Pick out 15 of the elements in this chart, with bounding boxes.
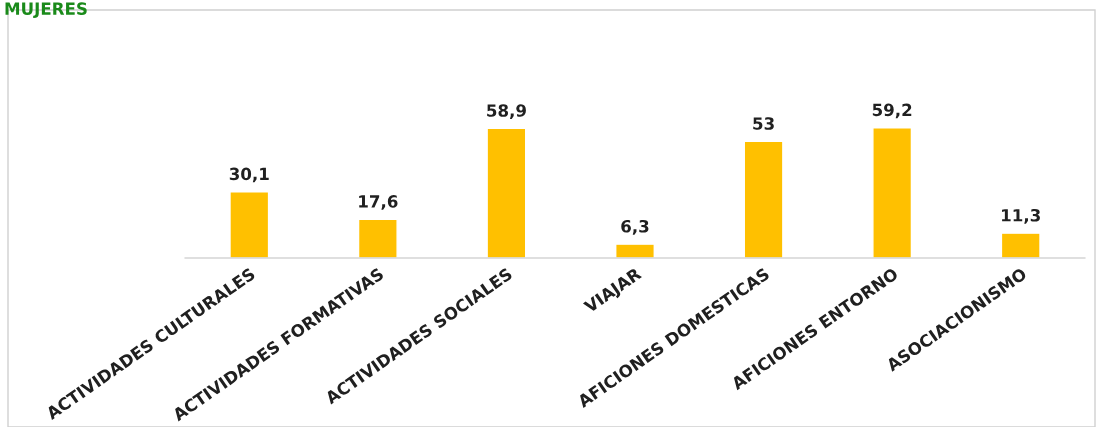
bar — [872, 127, 913, 258]
data-label: 58,9 — [487, 104, 526, 119]
data-label: 11,3 — [1002, 208, 1040, 224]
data-label: 17,6 — [359, 195, 398, 210]
bar — [743, 140, 784, 258]
data-label: 53 — [753, 117, 774, 130]
bar — [486, 127, 527, 258]
bar — [229, 191, 270, 258]
bar — [357, 218, 398, 258]
data-label: 6,3 — [621, 219, 649, 235]
text: MUJERES — [5, 2, 87, 18]
bar — [615, 243, 655, 258]
bar — [1000, 232, 1041, 258]
data-label: 30,1 — [229, 167, 269, 183]
data-label: 59,2 — [872, 103, 912, 119]
